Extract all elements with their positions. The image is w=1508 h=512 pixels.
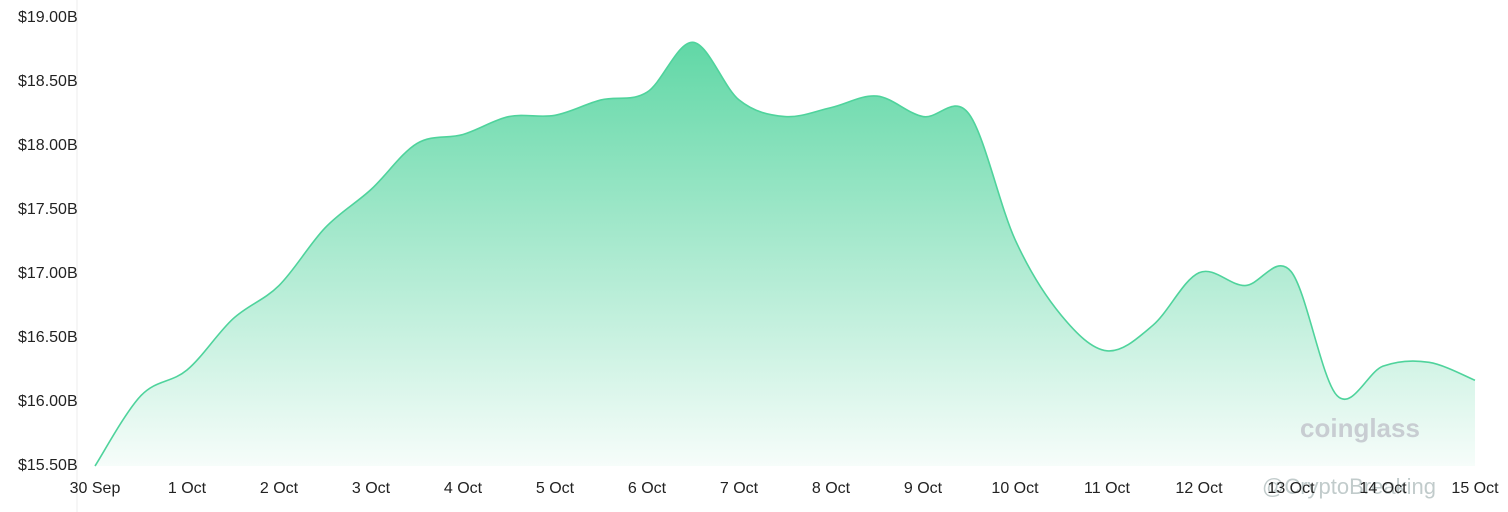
x-tick-label: 10 Oct: [991, 480, 1039, 497]
y-tick-label: $17.00B: [18, 265, 78, 282]
y-tick-label: $19.00B: [18, 9, 78, 26]
x-tick-label: 6 Oct: [628, 480, 667, 497]
x-tick-label: 3 Oct: [352, 480, 391, 497]
x-tick-label: 8 Oct: [812, 480, 851, 497]
x-tick-label: 13 Oct: [1267, 480, 1315, 497]
y-tick-label: $18.50B: [18, 73, 78, 90]
x-tick-label: 12 Oct: [1175, 480, 1223, 497]
x-tick-label: 2 Oct: [260, 480, 299, 497]
x-tick-label: 1 Oct: [168, 480, 207, 497]
watermark: coinglass: [1300, 413, 1420, 443]
x-tick-label: 5 Oct: [536, 480, 575, 497]
y-tick-label: $15.50B: [18, 457, 78, 474]
x-tick-label: 14 Oct: [1359, 480, 1407, 497]
x-tick-label: 4 Oct: [444, 480, 483, 497]
y-tick-label: $18.00B: [18, 137, 78, 154]
y-tick-label: $16.50B: [18, 329, 78, 346]
x-tick-label: 30 Sep: [70, 480, 121, 497]
credit: @CryptoBreaking: [1262, 474, 1436, 499]
x-tick-label: 15 Oct: [1451, 480, 1499, 497]
line: [94, 41, 1476, 467]
x-tick-label: 7 Oct: [720, 480, 759, 497]
x-tick-label: 11 Oct: [1084, 480, 1131, 497]
y-tick-label: $17.50B: [18, 201, 78, 218]
y-tick-label: $16.00B: [18, 393, 78, 410]
area: [95, 42, 1475, 467]
x-tick-label: 9 Oct: [904, 480, 943, 497]
